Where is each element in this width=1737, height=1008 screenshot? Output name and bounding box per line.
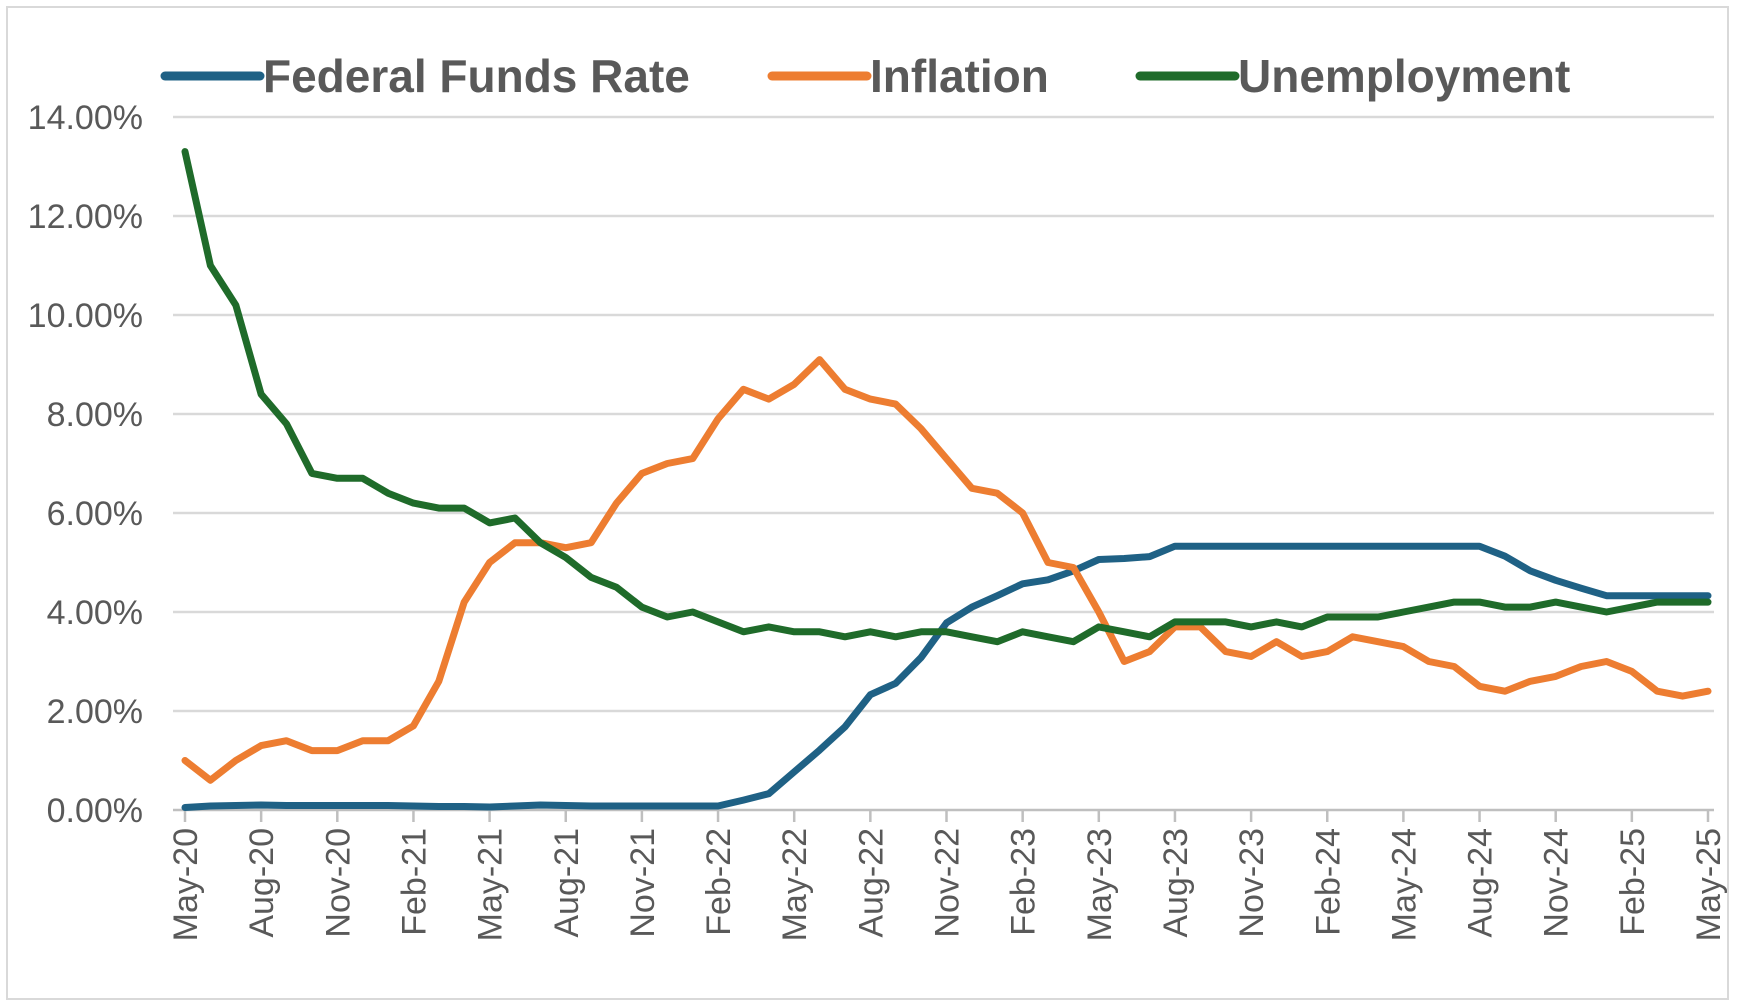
x-tick-label: Aug-22 bbox=[852, 828, 890, 938]
x-tick-label: Feb-24 bbox=[1309, 828, 1347, 936]
x-tick-label: May-25 bbox=[1690, 828, 1728, 941]
legend-label: Inflation bbox=[870, 50, 1049, 102]
y-tick-label: 12.00% bbox=[28, 198, 143, 236]
x-tick-label: Aug-20 bbox=[243, 828, 281, 938]
y-tick-label: 4.00% bbox=[47, 594, 143, 632]
x-tick-label: May-24 bbox=[1385, 828, 1423, 941]
y-tick-label: 8.00% bbox=[47, 396, 143, 434]
y-tick-label: 2.00% bbox=[47, 693, 143, 731]
x-tick-label: Nov-23 bbox=[1233, 828, 1271, 938]
x-axis bbox=[173, 808, 1714, 822]
legend-label: Federal Funds Rate bbox=[263, 50, 690, 102]
x-axis-tick-labels: May-20 Aug-20 Nov-20 Feb-21 May-21 Aug-21 Nov-… bbox=[167, 828, 1728, 941]
series-line-federal-funds-rate bbox=[181, 542, 1712, 811]
legend: Federal Funds Rate Inflation Unemployment bbox=[160, 50, 1570, 102]
series-line-unemployment bbox=[181, 148, 1712, 646]
y-tick-label: 6.00% bbox=[47, 495, 143, 533]
x-tick-label: Nov-24 bbox=[1538, 828, 1576, 938]
y-tick-label: 14.00% bbox=[28, 99, 143, 137]
x-tick-label: Feb-23 bbox=[1005, 828, 1043, 936]
series-line-inflation bbox=[181, 356, 1712, 784]
legend-label: Unemployment bbox=[1238, 50, 1570, 102]
x-tick-label: Feb-22 bbox=[700, 828, 738, 936]
x-tick-label: Nov-20 bbox=[319, 828, 357, 938]
y-axis-tick-labels: 0.00% 2.00% 4.00% 6.00% 8.00% 10.00% 12.00% 14.… bbox=[28, 99, 143, 830]
x-tick-label: Feb-21 bbox=[395, 828, 433, 936]
x-tick-label: Aug-23 bbox=[1157, 828, 1195, 938]
x-tick-label: Nov-21 bbox=[624, 828, 662, 938]
x-tick-label: Aug-21 bbox=[548, 828, 586, 938]
x-tick-label: May-20 bbox=[167, 828, 205, 941]
y-tick-label: 10.00% bbox=[28, 297, 143, 335]
x-tick-label: May-21 bbox=[472, 828, 510, 941]
x-tick-label: Aug-24 bbox=[1462, 828, 1500, 938]
x-tick-label: May-23 bbox=[1081, 828, 1119, 941]
gridlines bbox=[173, 115, 1714, 713]
y-tick-label: 0.00% bbox=[47, 792, 143, 830]
series-lines bbox=[181, 148, 1712, 811]
x-tick-label: May-22 bbox=[776, 828, 814, 941]
x-tick-label: Nov-22 bbox=[929, 828, 967, 938]
chart-frame bbox=[6, 6, 1729, 1000]
x-tick-label: Feb-25 bbox=[1614, 828, 1652, 936]
